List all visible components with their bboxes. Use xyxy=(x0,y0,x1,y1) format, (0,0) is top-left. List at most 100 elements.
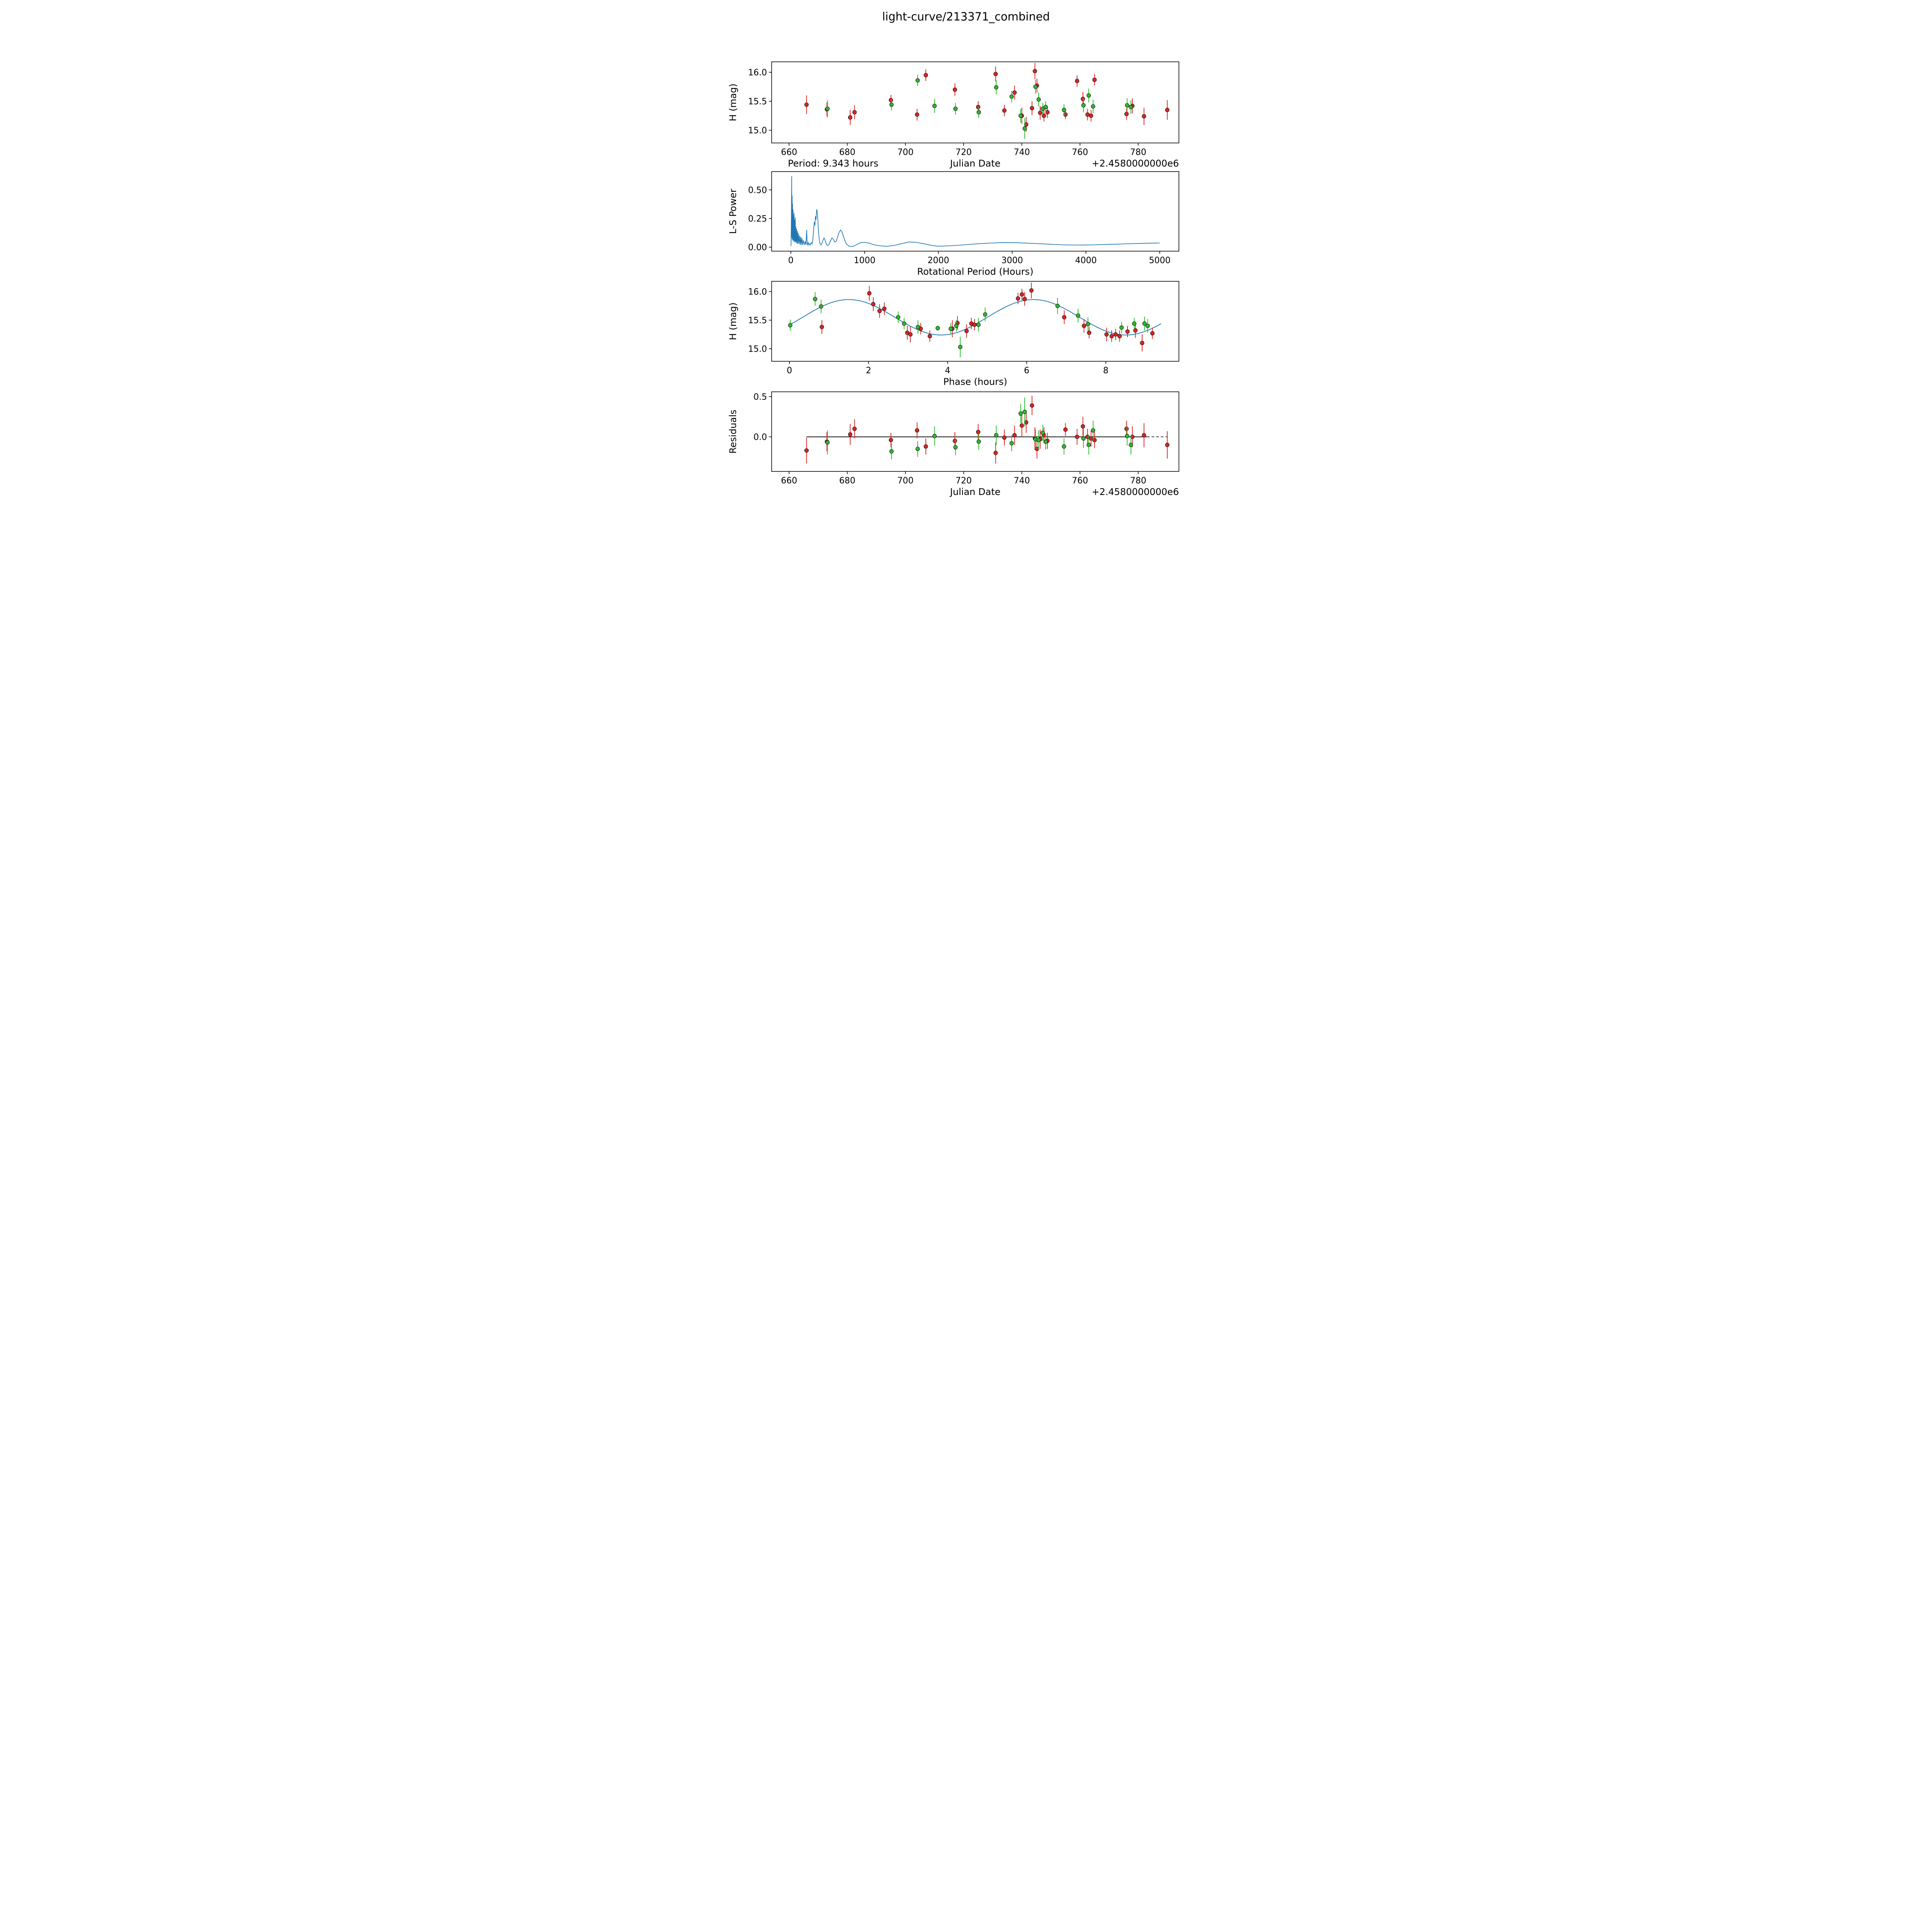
green-data-point xyxy=(1062,444,1066,449)
figure-canvas: 660 680 700 720 740 760 78015.015.516.0Julian … xyxy=(728,61,1179,497)
green-data-point xyxy=(994,85,998,90)
green-data-point xyxy=(1018,114,1023,118)
x-tick-label: 680 xyxy=(839,148,855,157)
green-data-point xyxy=(788,323,793,328)
red-data-point xyxy=(1029,288,1034,293)
red-data-point xyxy=(1142,433,1146,437)
residuals-series-red xyxy=(804,396,1170,464)
red-data-point xyxy=(889,438,893,442)
green-data-point xyxy=(953,445,958,450)
x-tick-label: 780 xyxy=(1130,476,1146,486)
red-data-point xyxy=(1142,114,1146,119)
x-tick-label: 700 xyxy=(897,476,913,486)
red-data-point xyxy=(1032,69,1037,73)
red-data-point xyxy=(1081,424,1085,429)
green-data-point xyxy=(976,110,981,114)
y-tick-label: 0.5 xyxy=(753,392,767,402)
x-tick-label: 780 xyxy=(1130,148,1146,157)
red-data-point xyxy=(1042,114,1046,118)
x-tick-label: 740 xyxy=(1014,148,1030,157)
red-data-point xyxy=(1124,112,1129,116)
green-data-point xyxy=(825,107,830,111)
red-data-point xyxy=(1022,297,1027,301)
green-data-point xyxy=(902,321,906,326)
axes-frame xyxy=(771,171,1179,252)
red-data-point xyxy=(1113,332,1118,337)
green-data-point xyxy=(896,315,900,320)
periodogram-ylabel: L-S Power xyxy=(728,189,738,234)
red-data-point xyxy=(976,430,981,434)
red-data-point xyxy=(1012,90,1017,95)
red-data-point xyxy=(867,291,872,296)
x-tick-label: 8 xyxy=(1103,366,1109,376)
red-data-point xyxy=(1002,435,1007,440)
red-data-point xyxy=(1002,108,1007,113)
y-tick-label: 0.00 xyxy=(748,243,767,253)
x-tick-label: 2 xyxy=(866,366,871,376)
red-data-point xyxy=(964,329,969,333)
red-data-point xyxy=(908,332,913,337)
y-tick-label: 15.0 xyxy=(748,344,767,354)
x-axis-offset-label: +2.4580000000e6 xyxy=(1092,158,1179,169)
red-data-point xyxy=(915,112,919,117)
jd_lightcurve-series-red xyxy=(804,63,1170,132)
red-data-point xyxy=(993,72,998,76)
red-data-point xyxy=(927,334,932,338)
red-data-point xyxy=(1063,112,1068,117)
red-data-point xyxy=(915,428,919,433)
red-data-point xyxy=(852,110,857,114)
green-data-point xyxy=(932,434,937,438)
red-data-point xyxy=(852,427,857,431)
residuals-ylabel: Residuals xyxy=(728,410,738,454)
green-data-point xyxy=(889,102,894,107)
green-data-point xyxy=(1087,93,1091,98)
red-data-point xyxy=(1117,334,1122,338)
red-data-point xyxy=(877,309,882,313)
red-data-point xyxy=(1165,108,1170,112)
y-tick-label: 16.0 xyxy=(748,287,767,297)
green-data-point xyxy=(1076,313,1080,318)
green-data-point xyxy=(1043,439,1048,444)
x-tick-label: 0 xyxy=(788,256,794,265)
jd_lightcurve-ylabel: H (mag) xyxy=(728,83,738,121)
green-data-point xyxy=(935,326,940,330)
green-data-point xyxy=(1125,103,1129,107)
red-data-point xyxy=(1019,423,1024,428)
x-tick-label: 4000 xyxy=(1075,256,1097,265)
red-data-point xyxy=(923,73,928,77)
y-tick-label: 0.25 xyxy=(748,214,767,224)
red-data-point xyxy=(1030,403,1034,408)
red-data-point xyxy=(1062,315,1066,320)
green-data-point xyxy=(1041,430,1045,435)
phase_folded-xlabel: Phase (hours) xyxy=(943,376,1007,387)
red-data-point xyxy=(1092,438,1097,442)
green-data-point xyxy=(915,78,920,83)
green-data-point xyxy=(1129,105,1133,109)
green-data-point xyxy=(1129,442,1133,447)
green-data-point xyxy=(825,440,830,445)
residuals-subplot: 660 680 700 720 740 760 780 0.0 0.5 Julian Date Re… xyxy=(728,391,1179,497)
green-data-point xyxy=(1081,436,1086,441)
green-data-point xyxy=(932,104,937,108)
green-data-point xyxy=(1145,323,1150,328)
x-tick-label: 720 xyxy=(956,476,972,486)
figure-title: light-curve/213371_combined xyxy=(882,10,1050,23)
jd_lightcurve-series-green xyxy=(825,75,1133,139)
red-data-point xyxy=(889,98,893,102)
red-data-point xyxy=(993,451,998,455)
x-axis-offset-label: +2.4580000000e6 xyxy=(1092,486,1179,497)
x-tick-label: 0 xyxy=(787,366,792,376)
red-data-point xyxy=(952,87,957,92)
green-data-point xyxy=(1018,411,1023,416)
y-tick-label: 0.50 xyxy=(748,185,767,195)
red-data-point xyxy=(1082,323,1086,328)
phase_folded-series-green xyxy=(788,292,1150,357)
green-data-point xyxy=(994,433,998,437)
red-data-point xyxy=(1081,97,1085,101)
green-data-point xyxy=(1033,85,1038,89)
sinusoid-fit-curve xyxy=(789,299,1162,335)
red-data-point xyxy=(1012,433,1017,437)
green-data-point xyxy=(1055,304,1060,308)
phase_folded-ylabel: H (mag) xyxy=(728,303,738,340)
green-data-point xyxy=(1125,434,1129,438)
